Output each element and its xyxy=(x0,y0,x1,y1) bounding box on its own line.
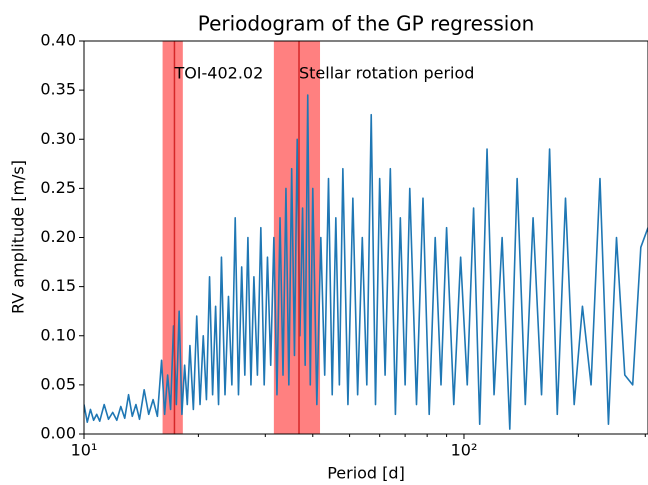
chart-title: Periodogram of the GP regression xyxy=(198,12,535,36)
annotation: Stellar rotation period xyxy=(299,64,474,83)
highlight-band xyxy=(162,41,183,434)
axes: 0.00 0.05 0.10 0.15 0.20 0.25 0.30 0.35 0.40 10¹ 1… xyxy=(40,31,648,460)
x-tick-label: 10² xyxy=(451,441,478,460)
y-tick-label: 0.00 xyxy=(40,424,76,443)
y-tick-label: 0.05 xyxy=(40,374,76,393)
plot-area xyxy=(84,41,648,434)
annotation: TOI-402.02 xyxy=(173,64,263,83)
y-tick-label: 0.30 xyxy=(40,129,76,148)
x-axis-label: Period [d] xyxy=(327,464,405,483)
series-line xyxy=(84,94,648,430)
y-axis-label: RV amplitude [m/s] xyxy=(9,160,28,314)
y-tick-label: 0.15 xyxy=(40,276,76,295)
y-tick-label: 0.35 xyxy=(40,80,76,99)
x-tick-label: 10¹ xyxy=(71,441,98,460)
y-tick-label: 0.40 xyxy=(40,31,76,50)
y-tick-label: 0.10 xyxy=(40,325,76,344)
y-tick-label: 0.20 xyxy=(40,227,76,246)
y-tick-label: 0.25 xyxy=(40,178,76,197)
